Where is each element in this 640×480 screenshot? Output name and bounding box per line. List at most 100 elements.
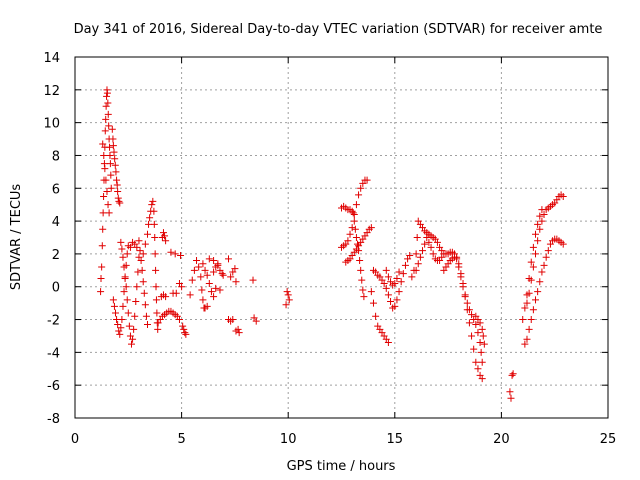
data-point — [101, 165, 109, 173]
y-tick-label: 6 — [52, 182, 60, 197]
data-point — [104, 201, 112, 209]
data-point — [532, 250, 540, 258]
data-point — [472, 320, 480, 328]
data-point — [360, 293, 368, 301]
data-point — [384, 273, 392, 281]
data-point — [476, 339, 484, 347]
data-point — [153, 309, 161, 317]
data-point — [161, 232, 169, 240]
data-point — [384, 339, 392, 347]
data-point — [474, 365, 482, 373]
data-point — [465, 319, 473, 327]
data-point — [429, 250, 437, 258]
data-point — [207, 288, 215, 296]
data-point — [105, 209, 113, 217]
data-point — [382, 284, 390, 292]
data-point — [141, 240, 149, 248]
data-point — [509, 370, 517, 378]
data-point — [139, 250, 147, 258]
data-point — [119, 302, 127, 310]
data-point — [125, 322, 133, 330]
data-point — [162, 293, 170, 301]
data-point — [97, 288, 105, 296]
data-point — [117, 238, 125, 246]
data-point — [102, 115, 110, 123]
data-point — [416, 253, 424, 261]
data-point — [353, 240, 361, 248]
data-point — [102, 176, 110, 184]
data-point — [116, 199, 124, 207]
data-point — [139, 278, 147, 286]
data-point — [357, 184, 365, 192]
data-point — [123, 250, 131, 258]
x-tick-label: 25 — [600, 432, 617, 447]
data-point — [478, 325, 486, 333]
data-point — [143, 320, 151, 328]
data-point — [478, 358, 486, 366]
x-axis-title: GPS time / hours — [287, 459, 396, 474]
data-point — [212, 284, 220, 292]
data-point — [181, 329, 189, 337]
data-point — [468, 332, 476, 340]
data-point — [227, 273, 235, 281]
data-point — [111, 161, 119, 169]
data-point — [412, 266, 420, 274]
data-point — [151, 234, 159, 241]
data-point — [172, 289, 180, 297]
data-point — [384, 291, 392, 299]
data-point — [521, 340, 529, 348]
data-point — [468, 311, 476, 319]
data-point — [218, 270, 226, 278]
data-point — [363, 176, 371, 184]
data-point — [478, 375, 486, 383]
data-point — [97, 275, 105, 283]
data-point — [538, 217, 546, 225]
data-point — [380, 279, 388, 287]
data-point — [99, 225, 107, 233]
data-point — [534, 237, 542, 245]
data-point — [350, 211, 358, 219]
data-point — [249, 276, 257, 284]
data-point — [199, 260, 207, 268]
x-tick-label: 20 — [493, 432, 510, 447]
data-point — [136, 247, 144, 255]
data-point — [210, 256, 218, 264]
data-point — [425, 238, 433, 246]
data-point — [152, 283, 160, 291]
data-point — [154, 325, 162, 333]
data-point — [282, 301, 290, 309]
data-point — [477, 348, 485, 356]
data-point — [109, 296, 117, 304]
data-point — [352, 234, 360, 241]
data-point — [193, 256, 201, 264]
data-point — [527, 258, 535, 266]
data-point — [536, 225, 544, 233]
data-point — [391, 302, 399, 310]
y-tick-label: 12 — [43, 84, 60, 99]
data-point — [134, 268, 142, 276]
data-point — [529, 263, 537, 271]
data-point — [130, 325, 138, 333]
data-point — [159, 229, 167, 237]
y-tick-label: -8 — [47, 412, 60, 427]
data-point — [149, 197, 157, 205]
data-point — [129, 335, 137, 343]
plot-frame — [74, 56, 609, 419]
y-tick-label: 2 — [52, 248, 60, 263]
data-point — [523, 335, 531, 343]
data-point — [351, 225, 359, 233]
data-point — [123, 296, 131, 304]
data-point — [108, 125, 116, 133]
data-point — [126, 243, 134, 251]
data-point — [201, 266, 209, 274]
data-point — [109, 142, 117, 150]
data-point — [419, 247, 427, 255]
data-point — [344, 237, 352, 245]
data-point — [476, 319, 484, 327]
data-point — [525, 275, 533, 283]
data-point — [100, 151, 108, 159]
y-tick-label: 0 — [52, 281, 60, 296]
data-point — [231, 265, 239, 273]
data-point — [114, 320, 122, 328]
data-point — [461, 291, 469, 299]
